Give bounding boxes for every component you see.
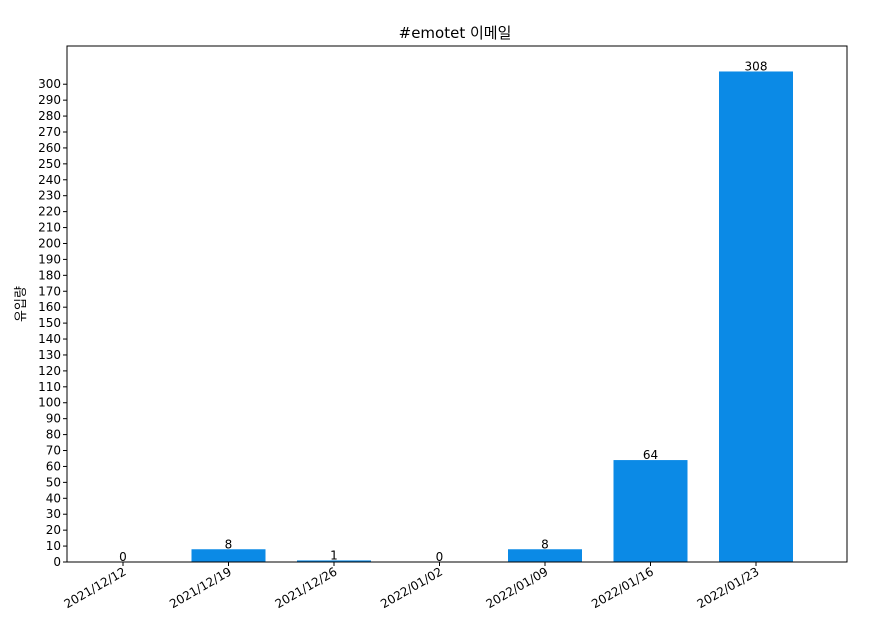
y-tick-label: 250	[38, 157, 61, 171]
y-tick-label: 50	[46, 475, 61, 489]
x-tick-label: 2021/12/26	[273, 564, 340, 611]
y-tick-label: 140	[38, 332, 61, 346]
x-tick-label: 2021/12/12	[62, 564, 129, 611]
bar-value-label: 308	[745, 59, 768, 73]
y-axis-label: 유입량	[14, 286, 29, 322]
y-tick-label: 10	[46, 539, 61, 553]
x-tick-label: 2022/01/16	[589, 564, 656, 611]
x-tick-label: 2022/01/09	[484, 564, 551, 611]
y-tick-label: 80	[46, 428, 61, 442]
bar-value-label: 64	[643, 448, 658, 462]
y-tick-label: 40	[46, 491, 61, 505]
bar	[719, 71, 793, 563]
y-tick-label: 190	[38, 252, 61, 266]
y-tick-label: 260	[38, 141, 61, 155]
y-tick-label: 170	[38, 284, 61, 298]
x-axis-ticks: 2021/12/12 2021/12/19 2021/12/26 2022/01/02…	[62, 562, 762, 611]
y-tick-label: 130	[38, 348, 61, 362]
y-tick-label: 280	[38, 109, 61, 123]
y-tick-label: 20	[46, 523, 61, 537]
y-tick-label: 270	[38, 125, 61, 139]
y-tick-label: 100	[38, 396, 61, 410]
y-tick-label: 110	[38, 380, 61, 394]
y-tick-label: 180	[38, 268, 61, 282]
y-tick-label: 240	[38, 173, 61, 187]
y-tick-label: 200	[38, 236, 61, 250]
y-tick-label: 210	[38, 221, 61, 235]
x-tick-label: 2022/01/23	[695, 564, 762, 611]
bar-value-label: 8	[541, 537, 549, 551]
chart-title: #emotet 이메일	[399, 24, 512, 42]
plot-frame	[66, 45, 848, 563]
y-tick-label: 160	[38, 300, 61, 314]
y-tick-label: 0	[53, 555, 61, 569]
x-tick-label: 2021/12/19	[167, 564, 234, 611]
bar	[613, 460, 688, 562]
y-tick-label: 70	[46, 444, 61, 458]
y-tick-label: 90	[46, 412, 61, 426]
bars	[191, 71, 793, 563]
bar-value-label: 0	[119, 550, 127, 564]
y-tick-label: 230	[38, 189, 61, 203]
y-tick-label: 30	[46, 507, 61, 521]
y-tick-label: 300	[38, 77, 61, 91]
bar	[191, 549, 266, 562]
y-tick-label: 290	[38, 93, 61, 107]
y-tick-label: 220	[38, 205, 61, 219]
bar-value-label: 1	[330, 548, 338, 562]
y-tick-label: 120	[38, 364, 61, 378]
x-tick-label: 2022/01/02	[378, 564, 445, 611]
bar-value-label: 0	[436, 550, 444, 564]
y-tick-label: 150	[38, 316, 61, 330]
y-tick-label: 60	[46, 459, 61, 473]
data-labels: 0 8 1 0 8 64 308	[119, 59, 767, 564]
bar	[297, 560, 371, 562]
bar	[508, 549, 582, 562]
bar-value-label: 8	[225, 537, 233, 551]
